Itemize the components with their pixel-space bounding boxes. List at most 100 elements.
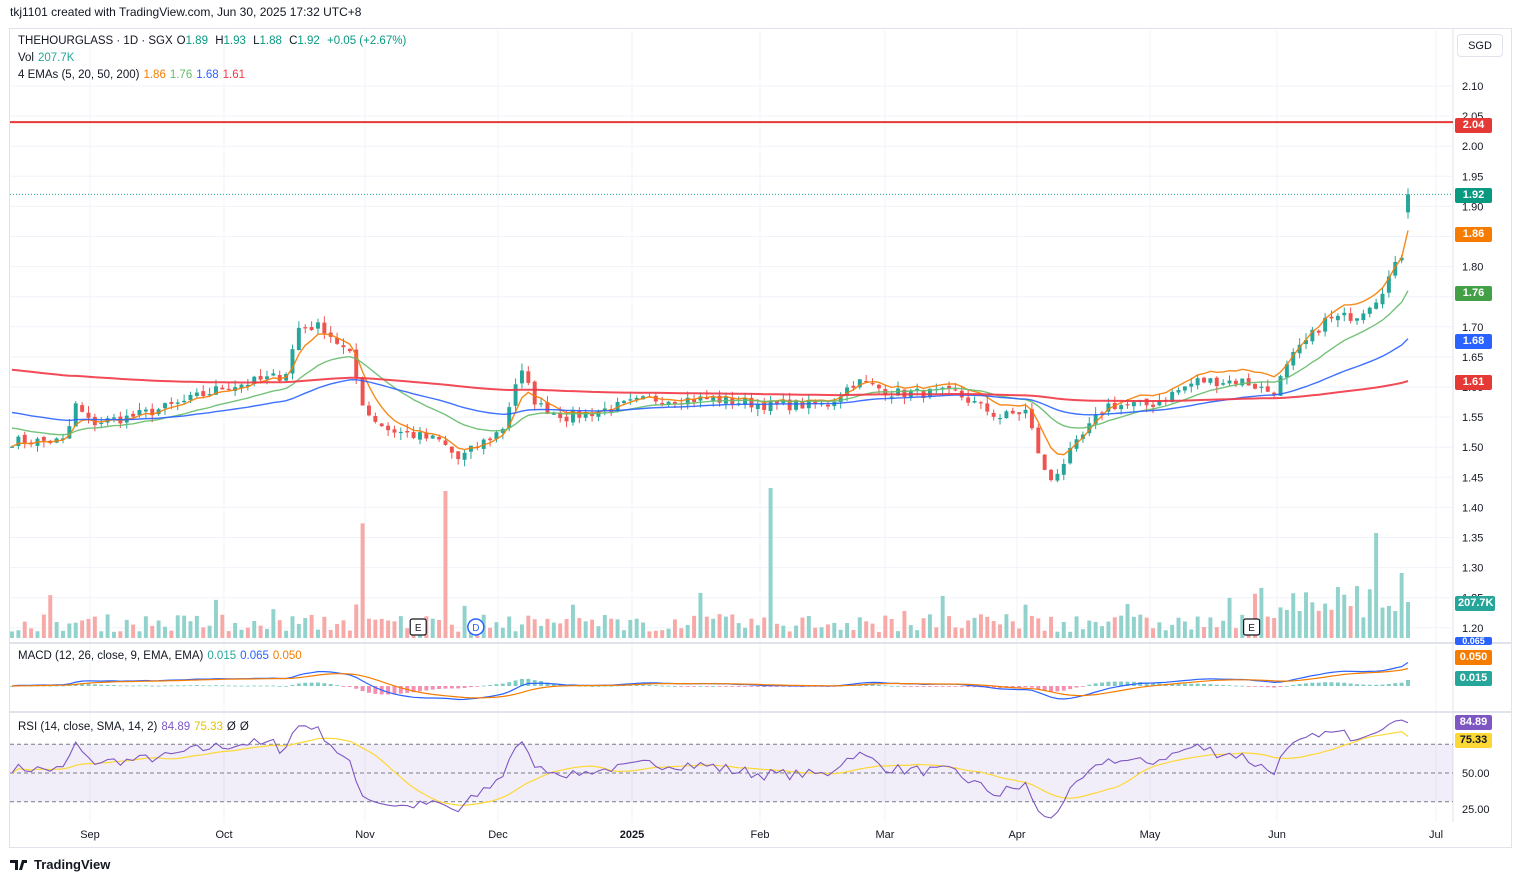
candle [316,318,320,335]
candle [1182,386,1187,394]
candle [80,402,85,413]
volume-bar [437,619,442,638]
candle-body [1380,293,1385,305]
candle [92,413,97,432]
macd-histogram-bar [692,686,697,687]
candle-body [1208,378,1213,383]
macd-histogram-bar [386,686,391,695]
volume-price-tag: 207.7K [1455,596,1495,611]
vol-value: 207.7K [38,52,75,64]
candle-body [800,400,805,409]
candle [1227,375,1232,386]
volume-bar [271,609,276,638]
price-tick-label: 1.55 [1462,412,1483,424]
candle [762,397,767,415]
rsi-value: 84.89 [161,721,191,733]
symbol-label[interactable]: THEHOURGLASS · 1D · SGX [18,35,173,47]
volume-bar [35,631,40,638]
volume-bar [1323,603,1328,638]
candle-body [1100,412,1104,414]
macd-histogram-bar [341,686,346,687]
macd-histogram-bar [367,686,371,693]
macd-histogram-bar [271,685,276,687]
volume-bar [175,615,180,638]
volume-bar [150,625,155,638]
macd-histogram-bar [500,683,505,686]
macd-histogram-bar [1170,683,1175,686]
volume-bar [373,619,378,638]
volume-bar [398,616,403,638]
macd-histogram-bar [80,683,85,686]
candle [1367,306,1372,318]
macd-histogram-bar [730,686,735,687]
candle-body [1214,377,1219,387]
macd-histogram-bar [953,686,958,687]
candle-body [10,446,14,448]
volume-bar [953,627,958,638]
volume-bar [392,621,397,638]
brand-label: TradingView [34,857,111,872]
candle-body [660,402,665,405]
macd-histogram-bar [1361,684,1366,686]
volume-bar [1131,616,1136,638]
macd-histogram-bar [1304,683,1308,686]
candle [1157,394,1162,406]
candle [985,396,990,416]
candle [966,390,971,406]
macd-hist-tag: 0.015 [1455,671,1492,686]
volume-bar [328,629,333,638]
candle [443,435,448,446]
candle [73,401,78,427]
macd-histogram-bar [1100,682,1104,686]
volume-bar [1049,616,1053,638]
candle-body [1386,276,1391,293]
volume-bar [379,618,384,638]
macd-histogram-bar [347,686,352,687]
candle-body [73,403,78,427]
volume-bar [1291,593,1296,638]
ema50-price-tag: 1.68 [1455,334,1492,349]
volume-bar [1374,533,1379,638]
candle [22,431,27,449]
volume-bar [966,620,971,638]
volume-legend[interactable]: Vol 207.7K [18,52,78,64]
candle-body [1049,469,1053,481]
candle-body [545,402,550,414]
event-marker-label: E [415,623,422,634]
macd-histogram-bar [284,685,289,687]
high-label: H [215,35,224,47]
macd-top-tag: 0.065 [1455,637,1492,645]
ema-legend[interactable]: 4 EMAs (5, 20, 50, 200) 1.86 1.76 1.68 1.61 [18,69,249,81]
earnings-marker[interactable]: E [1242,618,1261,636]
candle-body [1316,330,1321,333]
currency-button[interactable]: SGD [1457,34,1503,57]
candle-body [22,434,27,444]
candle-body [1004,411,1009,419]
tradingview-logo[interactable]: TradingView [10,857,110,872]
candle-body [1272,392,1277,396]
candle-body [857,379,862,388]
candle [379,423,384,427]
earnings-marker[interactable]: E [409,618,427,636]
volume-bar [1310,602,1315,638]
candle [226,382,231,392]
candle-body [711,397,716,401]
rsi-legend[interactable]: RSI (14, close, SMA, 14, 2) 84.89 75.33 Ø Ø [18,721,253,733]
candle-body [86,412,91,418]
macd-histogram-bar [1049,686,1053,692]
candle-body [1182,386,1187,391]
candle-body [864,381,869,383]
dividend-marker[interactable]: D [467,618,485,636]
volume-bar [1202,627,1206,638]
rsi-line [11,719,1409,819]
macd-legend[interactable]: MACD (12, 26, close, 9, EMA, EMA) 0.015 0.… [18,650,306,662]
macd-histogram-bar [112,684,116,686]
macd-histogram-bar [1355,684,1359,686]
candle [271,369,276,377]
candle [207,387,212,397]
candle [35,437,40,452]
candle [143,407,148,418]
candle [749,392,754,413]
price-tick-label: 1.50 [1462,442,1483,454]
